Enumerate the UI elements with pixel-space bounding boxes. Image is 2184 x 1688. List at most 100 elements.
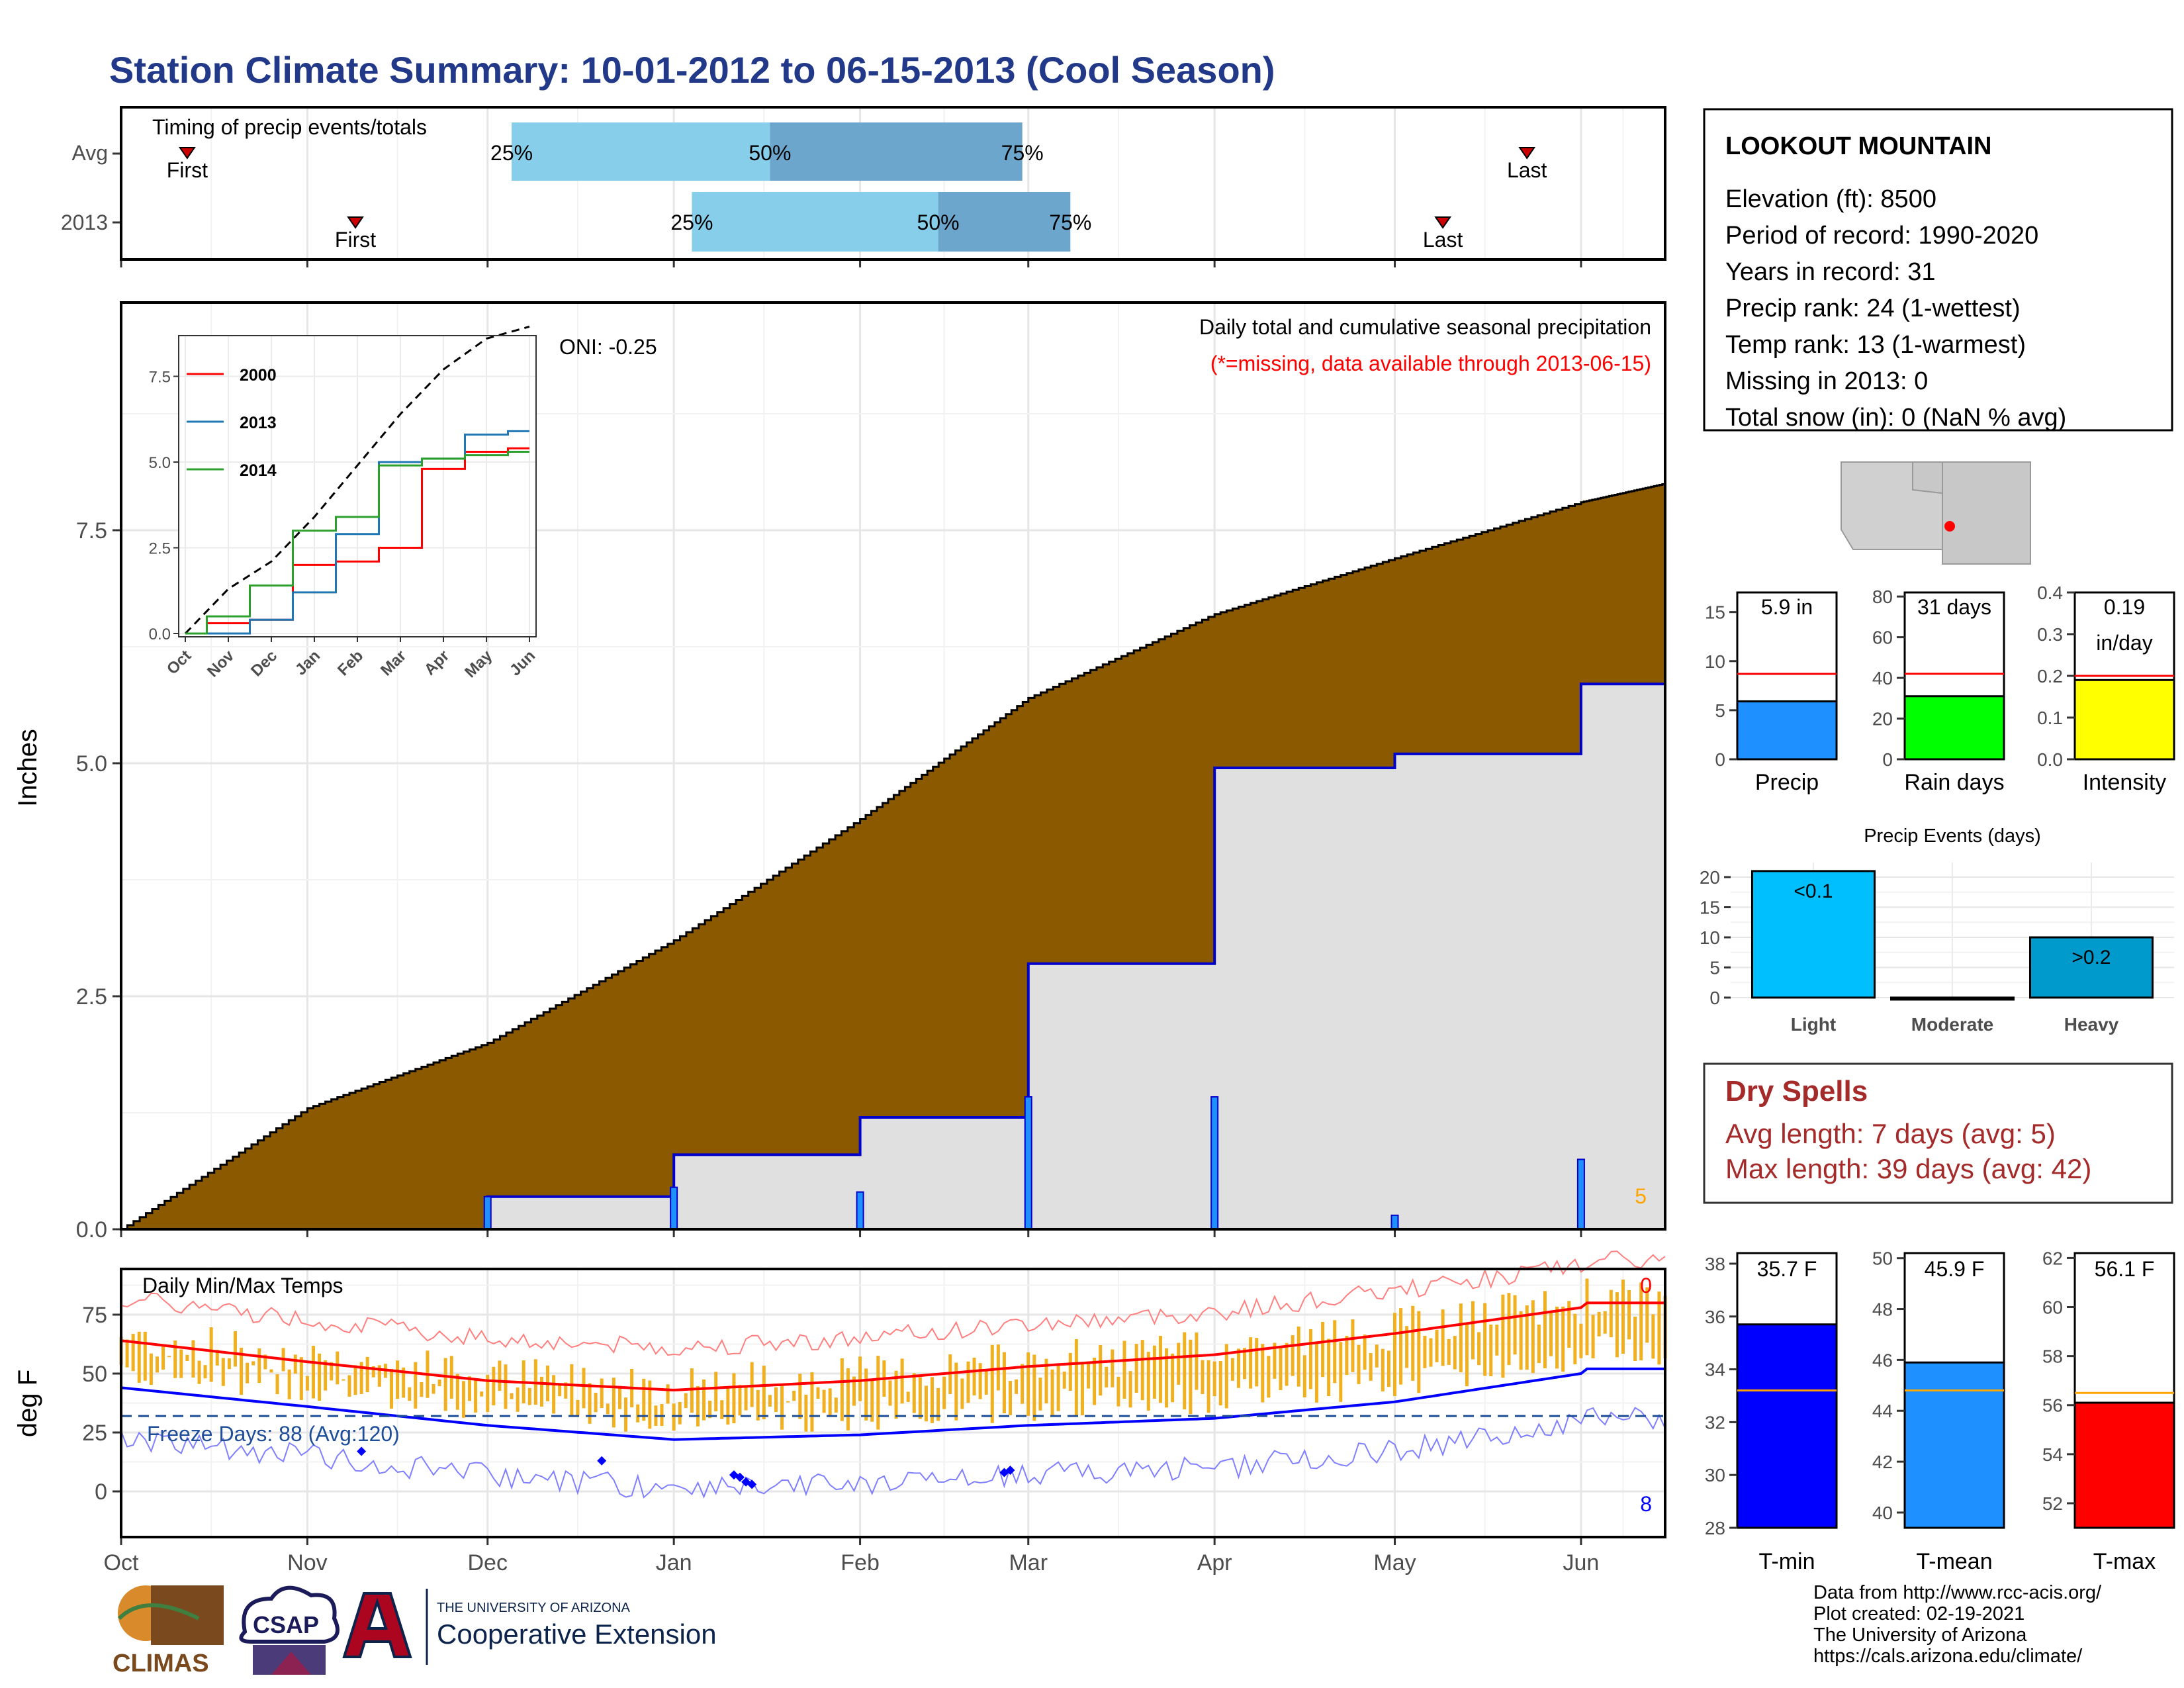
y-tick-label: 0: [1709, 988, 1720, 1008]
oni-label: ONI: -0.25: [559, 335, 657, 359]
ua-a-icon: [342, 1592, 412, 1658]
daily-temp-bar: [936, 1387, 940, 1421]
inset-x-axis: Oct Nov Dec Jan Feb Mar Apr May Jun: [163, 637, 539, 681]
temp-summary-t-mean: 45.9 F 40 42 44 46 48 50 T-mean: [1872, 1248, 2005, 1574]
daily-temp-bar: [1165, 1348, 1169, 1408]
y-tick-label: 0.0: [76, 1217, 107, 1243]
daily-temp-bar: [131, 1334, 135, 1372]
daily-temp-bar: [1002, 1352, 1006, 1414]
daily-temp-bar: [1609, 1289, 1613, 1338]
y-tick-label: 20: [1700, 867, 1720, 888]
daily-temp-bar: [402, 1367, 406, 1398]
daily-temp-bar: [1243, 1348, 1247, 1380]
daily-temp-bar: [876, 1356, 880, 1430]
daily-temp-bar: [1122, 1340, 1126, 1399]
inset-y-tick-label: 2.5: [149, 540, 171, 558]
daily-temp-bar: [684, 1393, 688, 1409]
daily-temp-bar: [1525, 1305, 1529, 1370]
inset-x-tick-label: Oct: [163, 647, 195, 678]
daily-temp-bar: [408, 1387, 412, 1401]
y-tick-label: 20: [1872, 709, 1893, 729]
csap-cloud-icon: [239, 1585, 340, 1644]
inset-legend: 2000 2013 2014: [187, 366, 277, 480]
y-tick-label: 0.0: [2037, 749, 2063, 770]
station-line: Temp rank: 13 (1-warmest): [1725, 331, 2026, 359]
temp-title: Daily Min/Max Temps: [142, 1274, 343, 1297]
y-tick-label: 34: [1705, 1360, 1725, 1380]
y-tick-label: 0.1: [2037, 708, 2063, 728]
daily-temp-bar: [738, 1385, 742, 1416]
daily-temp-bar: [1230, 1358, 1234, 1381]
daily-temp-bar: [1459, 1303, 1463, 1372]
daily-temp-bar: [143, 1331, 147, 1381]
temp-y-axis: 0 25 50 75: [82, 1303, 121, 1505]
daily-temp-bar: [1297, 1326, 1300, 1387]
daily-temp-bar: [179, 1349, 183, 1378]
station-line: Elevation (ft): 8500: [1725, 185, 1936, 213]
inset-x-tick-label: Mar: [377, 647, 410, 679]
daily-temp-bar: [498, 1360, 502, 1391]
daily-temp-bar: [1399, 1308, 1403, 1385]
summary-bar-value-label: 5.9 in: [1761, 595, 1813, 619]
dry-spells-box: Dry Spells Avg length: 7 days (avg: 5) M…: [1703, 1062, 2173, 1204]
y-tick-label: 0.2: [2037, 666, 2063, 686]
daily-temp-bar: [330, 1362, 334, 1381]
daily-temp-bar: [1591, 1315, 1595, 1359]
last-event-marker: [1434, 216, 1452, 229]
footer-line: Plot created: 02-19-2021: [1813, 1603, 2025, 1624]
dry-spells-max: Max length: 39 days (avg: 42): [1725, 1153, 2091, 1184]
daily-temp-bar: [185, 1354, 189, 1361]
precip-events-chart: Precip Events (days) <0.1 Light Moderate >0…: [1700, 825, 2174, 1035]
daily-temp-bar: [852, 1376, 856, 1406]
daily-temp-bar: [894, 1370, 898, 1419]
y-tick-label: 60: [2042, 1297, 2063, 1318]
y-tick-label: 40: [1872, 668, 1893, 688]
y-tick-label: 0: [1715, 749, 1725, 770]
x-tick-label: Apr: [1197, 1550, 1232, 1575]
daily-temp-bar: [870, 1380, 874, 1422]
daily-temp-bar: [336, 1351, 340, 1385]
csap-logo-text: CSAP: [253, 1611, 319, 1638]
y-tick-label: 15: [1700, 898, 1720, 918]
inset-y-axis: 0.0 2.5 5.0 7.5: [149, 369, 179, 643]
precip-caption: Daily total and cumulative seasonal prec…: [1199, 315, 1651, 339]
daily-temp-bar: [1363, 1334, 1367, 1370]
inset-x-tick-label: Jan: [292, 647, 324, 679]
daily-temp-bar: [816, 1387, 820, 1399]
precip-event-category: Light: [1791, 1014, 1836, 1035]
daily-temp-bar: [1255, 1338, 1259, 1387]
first-event-label: First: [167, 158, 208, 182]
temp-summary-value: [1903, 1361, 2005, 1529]
daily-temp-bar: [570, 1364, 574, 1417]
x-tick-label: Jun: [1563, 1550, 1599, 1575]
daily-temp-bar: [1627, 1290, 1631, 1340]
daily-temp-bar: [792, 1390, 796, 1401]
daily-temp-bar: [1032, 1354, 1036, 1421]
daily-temp-bar: [780, 1385, 784, 1430]
daily-temp-bar: [432, 1383, 435, 1394]
daily-temp-bar: [318, 1353, 322, 1401]
daily-temp-bar: [396, 1360, 400, 1399]
daily-temp-bar: [257, 1348, 261, 1383]
legend-2000-label: 2000: [240, 366, 277, 385]
summary-bar-value: [1903, 695, 2005, 761]
daily-temp-bar: [1105, 1366, 1109, 1388]
precip-event-category: Heavy: [2064, 1014, 2119, 1035]
timing-q50-label: 50%: [917, 211, 960, 234]
daily-temp-bar: [1009, 1381, 1013, 1415]
station-location-marker: [1944, 521, 1955, 532]
daily-temp-bar: [1128, 1371, 1132, 1408]
record-max-line: [120, 1250, 1666, 1356]
inset-y-tick-label: 7.5: [149, 369, 171, 387]
daily-temp-bar: [1489, 1324, 1493, 1377]
x-tick-label: Mar: [1009, 1550, 1048, 1575]
daily-temp-bar: [1579, 1323, 1583, 1358]
precip-y-axis-label: Inches: [13, 729, 42, 807]
daily-temp-bar: [642, 1378, 646, 1421]
precip-event-bar: [2029, 936, 2154, 999]
inset-lines: [184, 325, 530, 635]
inset-grid: [179, 336, 536, 637]
y-tick-label: 44: [1872, 1401, 1893, 1421]
precip-event-category: Moderate: [1911, 1014, 1993, 1035]
temp-grid: [120, 1269, 1665, 1537]
